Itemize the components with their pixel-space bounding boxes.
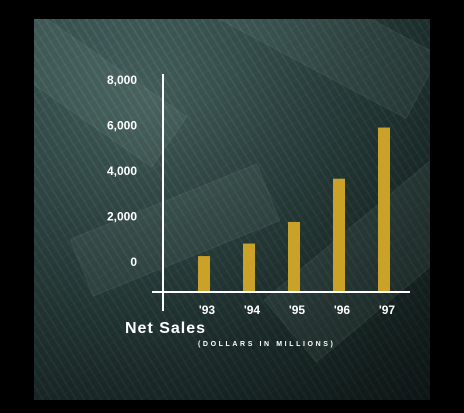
chart-background bbox=[34, 19, 430, 400]
bar-1 bbox=[243, 243, 255, 292]
y-tick-labels: 0 2,000 4,000 6,000 8,000 bbox=[107, 73, 137, 269]
bar-2 bbox=[288, 221, 300, 292]
chart-title: Net Sales bbox=[125, 320, 207, 337]
x-tick-label: '96 bbox=[334, 303, 351, 317]
x-tick-label: '94 bbox=[244, 303, 261, 317]
bar-0 bbox=[198, 256, 210, 292]
bars-group bbox=[198, 127, 390, 292]
chart-subtitle: (DOLLARS IN MILLIONS) bbox=[198, 341, 336, 348]
y-tick-label: 8,000 bbox=[107, 73, 137, 87]
x-tick-label: '95 bbox=[289, 303, 306, 317]
y-tick-label: 6,000 bbox=[107, 119, 137, 133]
x-tick-labels: '93 '94 '95 '96 '97 bbox=[199, 303, 396, 317]
bar-4 bbox=[378, 127, 390, 292]
y-tick-label: 0 bbox=[130, 255, 137, 269]
y-tick-label: 4,000 bbox=[107, 164, 137, 178]
x-tick-label: '93 bbox=[199, 303, 216, 317]
x-tick-label: '97 bbox=[379, 303, 396, 317]
bar-3 bbox=[333, 178, 345, 292]
y-tick-label: 2,000 bbox=[107, 210, 137, 224]
